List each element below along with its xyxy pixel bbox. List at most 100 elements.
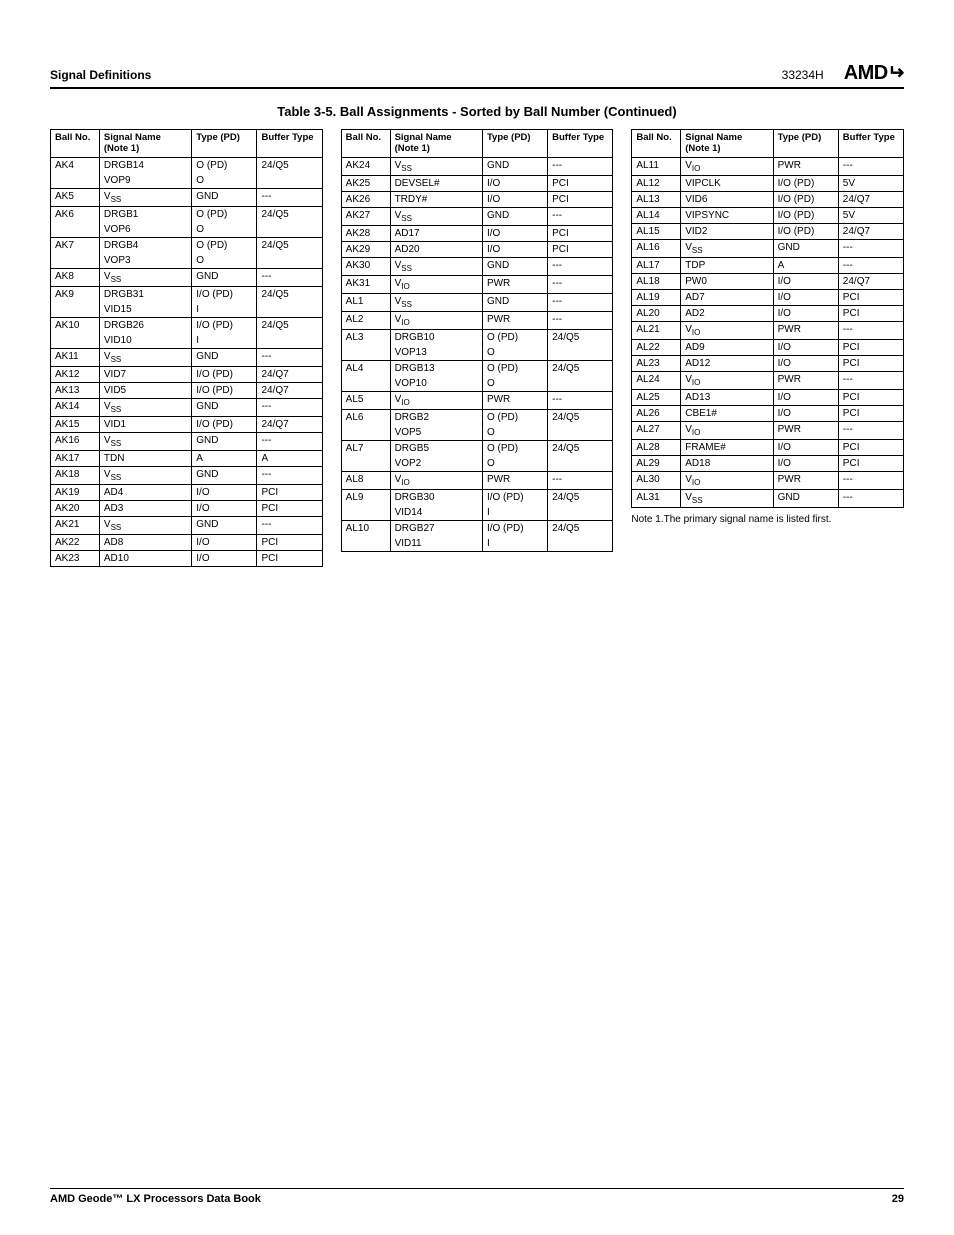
cell-ball: AL28 [632,439,681,455]
table-note: Note 1.The primary signal name is listed… [631,514,904,525]
cell-ball: AK17 [51,450,100,466]
table-row: AK25DEVSEL#I/OPCI [341,175,613,191]
table-row: AL22AD9I/OPCI [632,339,904,355]
cell-type: PWR [482,471,547,489]
header-right: 33234H AMD↵ [782,60,904,85]
cell-signal: AD8 [99,534,191,550]
cell-type: I/O [482,241,547,257]
cell-buffer: PCI [838,405,903,421]
cell-type: I [482,536,547,552]
cell-buffer: --- [838,421,903,439]
cell-ball: AL25 [632,389,681,405]
table-row: AK16VSSGND--- [51,432,323,450]
table-row: AL16VSSGND--- [632,239,904,257]
cell-ball: AL18 [632,273,681,289]
cell-signal: DRGB5 [390,440,482,456]
cell-ball: AL23 [632,355,681,371]
cell-buffer: PCI [838,355,903,371]
table-row: AK12VID7I/O (PD)24/Q7 [51,366,323,382]
cell-signal: VOP9 [99,173,191,189]
cell-buffer: --- [838,471,903,489]
cell-buffer: --- [548,157,613,175]
cell-type: PWR [773,157,838,175]
cell-ball: AL22 [632,339,681,355]
cell-signal: DRGB27 [390,520,482,536]
cell-buffer: --- [257,398,322,416]
cell-type: GND [192,432,257,450]
cell-signal: VSS [390,157,482,175]
cell-type: I/O (PD) [192,382,257,398]
table-row: AL7DRGB5O (PD)24/Q5 [341,440,613,456]
cell-ball: AK13 [51,382,100,398]
table-row: AK20AD3I/OPCI [51,500,323,516]
th-buffer: Buffer Type [548,130,613,158]
table-col-3: Ball No.Signal Name (Note 1)Type (PD)Buf… [631,129,904,525]
page-footer: AMD Geode™ LX Processors Data Book 29 [50,1188,904,1205]
cell-ball: AK24 [341,157,390,175]
cell-ball: AK27 [341,207,390,225]
th-type: Type (PD) [773,130,838,158]
cell-signal: CBE1# [681,405,773,421]
cell-signal: VSS [390,207,482,225]
page-number: 29 [892,1193,904,1205]
cell-type: O (PD) [192,206,257,222]
cell-signal: VOP10 [390,376,482,392]
table-row: AK28AD17I/OPCI [341,225,613,241]
footer-title: AMD Geode™ LX Processors Data Book [50,1193,261,1205]
th-buffer: Buffer Type [838,130,903,158]
cell-ball: AL2 [341,311,390,329]
cell-buffer: 24/Q5 [257,237,322,268]
cell-ball: AK4 [51,157,100,188]
cell-signal: VID14 [390,505,482,521]
cell-signal: VIO [681,421,773,439]
cell-signal: TDN [99,450,191,466]
cell-signal: VOP3 [99,253,191,269]
cell-signal: VSS [99,466,191,484]
cell-type: I/O [773,339,838,355]
cell-signal: VID15 [99,302,191,318]
table-row: AL23AD12I/OPCI [632,355,904,371]
tables-container: Ball No.Signal Name (Note 1)Type (PD)Buf… [50,129,904,567]
cell-buffer: --- [257,348,322,366]
cell-type: GND [192,348,257,366]
table-row: AK29AD20I/OPCI [341,241,613,257]
cell-type: GND [773,239,838,257]
cell-type: I [192,333,257,349]
table-row: AL11VIOPWR--- [632,157,904,175]
cell-ball: AK11 [51,348,100,366]
cell-signal: VSS [99,188,191,206]
cell-signal: AD17 [390,225,482,241]
th-ball: Ball No. [632,130,681,158]
cell-signal: VSS [390,257,482,275]
cell-ball: AK23 [51,550,100,566]
th-signal: Signal Name (Note 1) [99,130,191,158]
cell-type: GND [482,157,547,175]
cell-signal: VIO [390,391,482,409]
cell-signal: VIO [390,311,482,329]
table-row: AL1VSSGND--- [341,293,613,311]
cell-buffer: --- [838,321,903,339]
table-row: AL17TDPA--- [632,257,904,273]
cell-type: GND [482,293,547,311]
signal-table-1: Ball No.Signal Name (Note 1)Type (PD)Buf… [50,129,323,567]
table-row: AK18VSSGND--- [51,466,323,484]
cell-type: I/O [773,389,838,405]
cell-signal: VID7 [99,366,191,382]
cell-signal: AD18 [681,455,773,471]
cell-buffer: 24/Q5 [257,206,322,237]
cell-type: O (PD) [192,157,257,173]
cell-buffer: 24/Q7 [257,416,322,432]
cell-signal: VIO [681,371,773,389]
cell-ball: AL17 [632,257,681,273]
table-row: AK17TDNAA [51,450,323,466]
cell-signal: AD13 [681,389,773,405]
cell-ball: AK19 [51,484,100,500]
cell-type: I/O (PD) [482,520,547,536]
table-row: AL26CBE1#I/OPCI [632,405,904,421]
table-row: AL9DRGB30I/O (PD)24/Q5 [341,489,613,505]
cell-type: O [482,456,547,472]
table-row: AL14VIPSYNCI/O (PD)5V [632,207,904,223]
logo-text: AMD [844,62,888,84]
table-row: AK31VIOPWR--- [341,275,613,293]
cell-type: O (PD) [482,409,547,425]
